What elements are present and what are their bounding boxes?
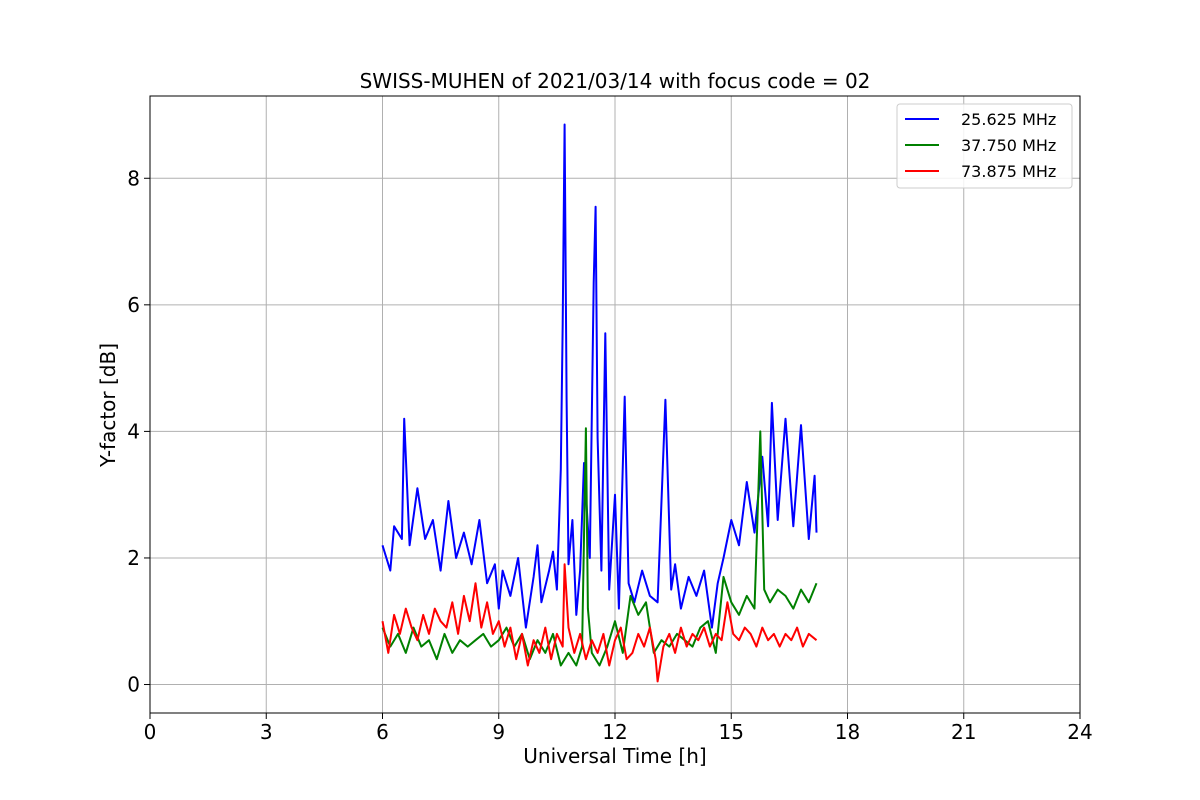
- legend: 25.625 MHz 37.750 MHz 73.875 MHz: [896, 103, 1073, 189]
- x-tick-label: 0: [144, 720, 157, 744]
- x-axis-label: Universal Time [h]: [523, 744, 706, 768]
- legend-label: 37.750 MHz: [961, 136, 1056, 155]
- y-tick-label: 4: [127, 419, 140, 443]
- series-line-1: [381, 123, 818, 629]
- x-tick-label: 6: [376, 720, 389, 744]
- x-tick-label: 15: [719, 720, 744, 744]
- series-lines: [381, 123, 818, 683]
- legend-label: 73.875 MHz: [961, 162, 1056, 181]
- y-tick-label: 6: [127, 293, 140, 317]
- x-tick-label: 24: [1067, 720, 1092, 744]
- x-tick-label: 9: [492, 720, 505, 744]
- y-tick-label: 2: [127, 546, 140, 570]
- chart-title: SWISS-MUHEN of 2021/03/14 with focus cod…: [360, 69, 871, 93]
- y-axis-label: Y-factor [dB]: [96, 343, 120, 468]
- legend-box: [896, 103, 1073, 189]
- series-line-3: [381, 563, 818, 683]
- x-tick-label: 3: [260, 720, 273, 744]
- x-tick-label: 12: [602, 720, 627, 744]
- x-tick-label: 18: [835, 720, 860, 744]
- y-tick-label: 0: [127, 673, 140, 697]
- y-tick-label: 8: [127, 166, 140, 190]
- legend-label: 25.625 MHz: [961, 110, 1056, 129]
- series-line-2: [381, 427, 818, 667]
- x-tick-label: 21: [951, 720, 976, 744]
